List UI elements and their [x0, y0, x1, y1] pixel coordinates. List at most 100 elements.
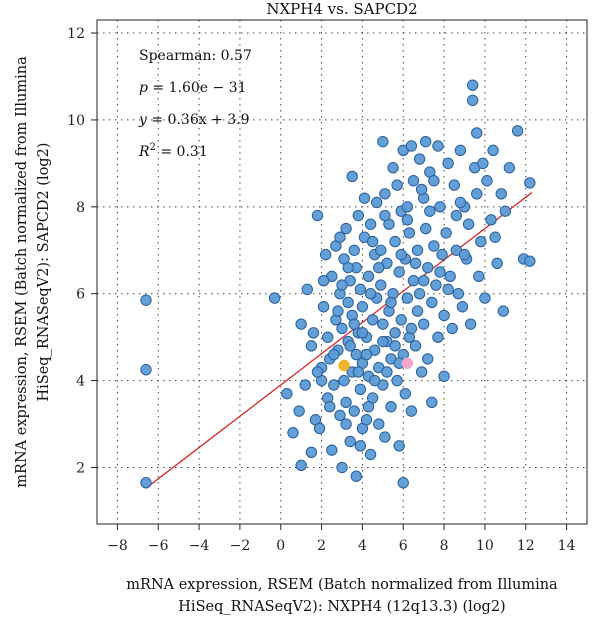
- data-point: [391, 179, 403, 191]
- data-point: [411, 244, 424, 256]
- data-point: [399, 387, 411, 400]
- x-tick-label: −2: [230, 538, 251, 554]
- x-axis-label-line-2: HiSeq_RNASeqV2): NXPH4 (12q13.3) (log2): [178, 599, 505, 615]
- regression-equation-text: = 0.36x + 3.9: [151, 112, 249, 128]
- x-tick-label: −6: [148, 538, 169, 554]
- data-point: [422, 353, 434, 365]
- p-value-text: = 1.60e − 31: [152, 80, 246, 96]
- data-point: [442, 283, 454, 296]
- data-point: [348, 405, 360, 417]
- data-point: [373, 418, 385, 430]
- data-point: [426, 396, 438, 409]
- data-point: [338, 374, 350, 387]
- x-tick-label: −8: [107, 538, 128, 554]
- data-point: [354, 283, 367, 296]
- chart-title: NXPH4 vs. SAPCD2: [266, 0, 417, 18]
- data-point: [462, 218, 475, 230]
- data-point: [322, 331, 334, 343]
- data-point: [362, 270, 375, 283]
- data-point: [362, 400, 375, 413]
- data-point: [428, 240, 440, 252]
- data-point: [377, 335, 389, 348]
- highlight-point: [401, 357, 414, 369]
- data-point: [387, 162, 399, 174]
- data-point: [420, 222, 432, 235]
- x-tick-label: 0: [276, 538, 285, 554]
- x-tick-label: 8: [440, 538, 449, 554]
- data-point: [407, 175, 420, 187]
- data-point: [354, 440, 367, 452]
- data-point: [524, 255, 536, 267]
- data-point: [305, 340, 318, 352]
- x-tick-label: 14: [558, 538, 576, 554]
- data-point: [413, 288, 426, 300]
- data-point: [430, 279, 442, 291]
- data-point: [368, 374, 381, 387]
- data-point: [281, 387, 293, 400]
- plot-frame: [96, 19, 588, 525]
- data-point: [393, 266, 405, 278]
- data-point: [503, 162, 516, 174]
- data-point: [422, 261, 434, 274]
- data-point: [373, 261, 385, 274]
- data-point: [401, 214, 414, 226]
- data-point: [524, 177, 536, 189]
- data-point: [458, 248, 471, 261]
- regression-line-layer: [145, 192, 533, 489]
- data-point: [454, 144, 467, 157]
- data-point: [456, 301, 469, 313]
- y-axis-ticks: 2 4 6 8 10 12: [67, 26, 97, 477]
- regression-equation-stat: y = 0.36x + 3.9: [138, 112, 250, 128]
- data-point: [401, 201, 414, 213]
- data-point: [466, 79, 479, 91]
- y-axis-label: mRNA expression, RSEM (Batch normalized …: [14, 56, 52, 488]
- data-point: [364, 218, 377, 230]
- spearman-stat: Spearman: 0.57: [139, 48, 252, 64]
- data-point: [471, 188, 483, 200]
- data-point: [340, 222, 352, 235]
- data-point: [377, 318, 389, 330]
- data-point: [344, 340, 356, 352]
- data-point: [405, 140, 418, 152]
- data-point: [415, 183, 428, 196]
- data-point: [326, 444, 338, 456]
- data-point: [366, 235, 379, 248]
- data-point: [417, 274, 430, 287]
- data-point: [464, 318, 477, 330]
- y-tick-label: 2: [76, 461, 85, 477]
- data-point: [432, 331, 444, 343]
- data-point: [375, 244, 387, 256]
- data-point: [356, 327, 369, 339]
- data-point: [497, 305, 509, 317]
- data-point: [436, 248, 448, 261]
- highlight-point: [338, 359, 350, 372]
- x-tick-label: 12: [517, 538, 535, 554]
- r-squared-stat: R2 = 0.31: [138, 142, 208, 160]
- data-point: [317, 274, 330, 287]
- data-point: [379, 188, 391, 200]
- data-point: [360, 348, 373, 361]
- data-point: [473, 270, 485, 283]
- data-point: [342, 296, 354, 309]
- data-point: [409, 340, 422, 352]
- data-point: [377, 135, 389, 148]
- data-point: [434, 201, 446, 213]
- data-point: [307, 327, 320, 339]
- y-tick-label: 12: [67, 26, 85, 42]
- data-point: [438, 309, 450, 322]
- data-point: [346, 170, 358, 183]
- data-point: [450, 209, 463, 222]
- data-point: [389, 340, 401, 352]
- data-point: [511, 125, 524, 137]
- data-point: [336, 279, 348, 291]
- data-point: [405, 405, 418, 417]
- data-point: [411, 305, 424, 317]
- data-point: [379, 209, 391, 222]
- data-point: [403, 227, 416, 239]
- data-point: [389, 235, 401, 248]
- data-point: [342, 261, 354, 274]
- y-tick-label: 10: [67, 113, 85, 129]
- data-point: [466, 94, 479, 107]
- data-point: [140, 294, 152, 306]
